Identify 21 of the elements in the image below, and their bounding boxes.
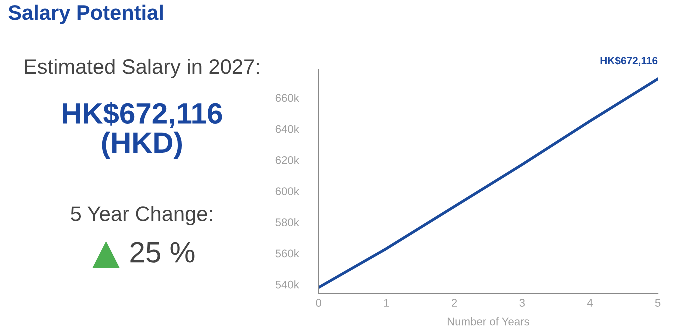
- x-tick-label: 3: [520, 299, 525, 307]
- y-tick-label: 660k: [276, 94, 300, 102]
- y-tick-label: 540k: [276, 280, 300, 289]
- line-series: [318, 78, 658, 290]
- text: 5 Year Change:: [71, 206, 212, 226]
- y-tick-label: 600k: [276, 187, 300, 196]
- y-tick-label: 620k: [276, 156, 300, 164]
- y-tick-label: 560k: [276, 250, 300, 258]
- annotation: HK$672,116: [600, 56, 658, 66]
- x-tick-label: 2: [452, 299, 458, 307]
- x-tick-label: 0: [316, 299, 322, 307]
- x-tick-label: 1: [384, 299, 390, 307]
- text: HK$672,116 (HKD): [63, 102, 222, 160]
- x-axis-title: Number of Years: [448, 318, 530, 326]
- y-tick-label: 640k: [276, 125, 300, 134]
- x-tick-label: 5: [655, 299, 661, 307]
- text: 25 %: [130, 242, 195, 263]
- text: Salary Potential: [8, 4, 163, 24]
- text: Estimated Salary in 2027:: [25, 58, 259, 78]
- x-tick-label: 4: [587, 299, 593, 307]
- y-tick-label: 580k: [276, 218, 300, 227]
